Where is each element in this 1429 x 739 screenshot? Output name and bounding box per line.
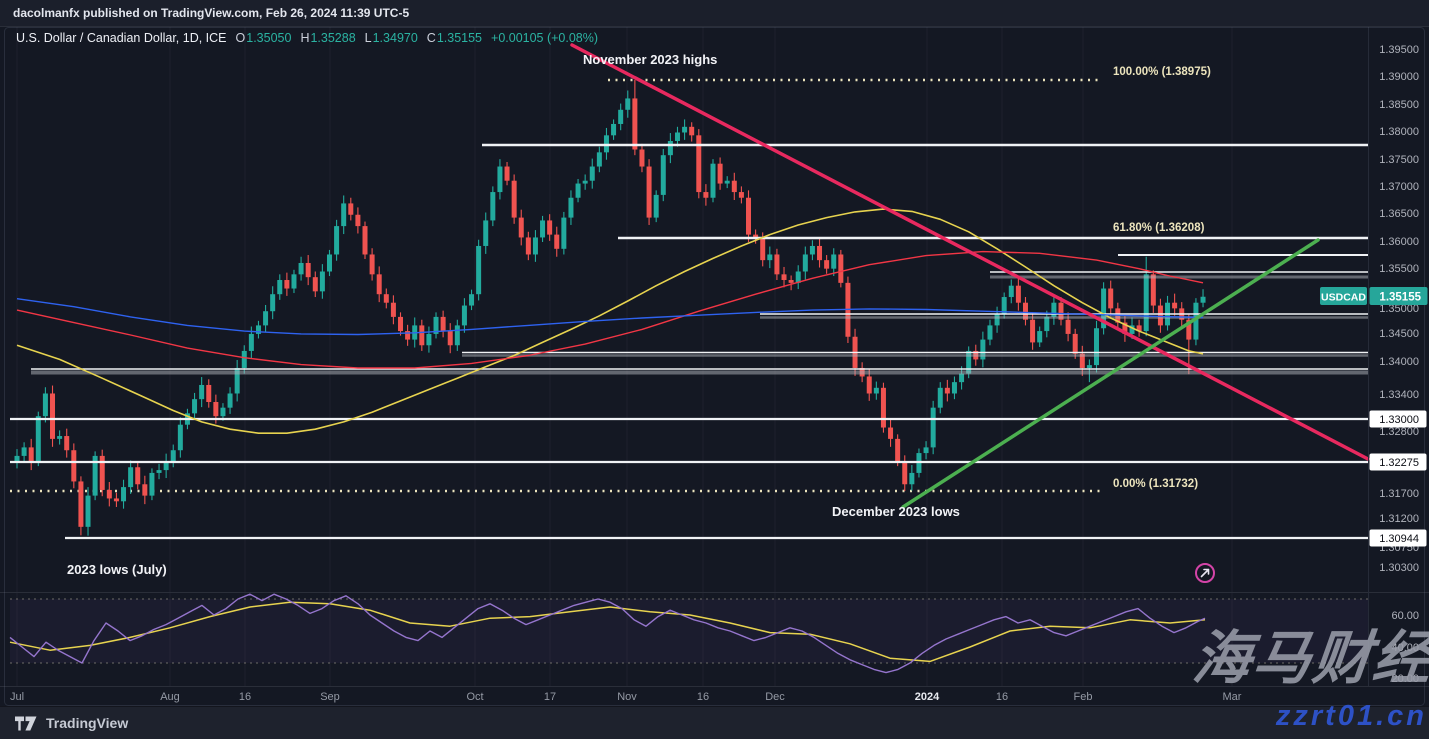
svg-text:1.35000: 1.35000 bbox=[1379, 303, 1419, 315]
svg-text:Sep: Sep bbox=[320, 691, 340, 703]
moving-averages bbox=[16, 208, 1204, 435]
svg-text:1.38500: 1.38500 bbox=[1379, 99, 1419, 111]
svg-text:1.36500: 1.36500 bbox=[1379, 208, 1419, 220]
axis-price-box bbox=[1369, 410, 1427, 428]
time-axis[interactable]: Jul Aug 16 Sep Oct 17 Nov 16 Dec 2024 16 Feb Mar bbox=[10, 691, 1242, 703]
svg-text:Dec: Dec bbox=[765, 691, 785, 703]
close-value: C 1.35155 bbox=[426, 31, 483, 45]
rsi-indicator[interactable] bbox=[9, 593, 1206, 674]
svg-text:Nov: Nov bbox=[617, 691, 637, 703]
november-2023-highs-label: November 2023 highs bbox=[583, 52, 717, 67]
svg-text:1.32800: 1.32800 bbox=[1379, 426, 1419, 438]
downtrend-line bbox=[570, 43, 1370, 461]
december-2023-lows-label: December 2023 lows bbox=[832, 504, 960, 519]
svg-text:1.35155: 1.35155 bbox=[1379, 292, 1421, 304]
svg-text:Feb: Feb bbox=[1074, 691, 1093, 703]
svg-text:61.80% (1.36208): 61.80% (1.36208) bbox=[1113, 222, 1205, 234]
rsi-line bbox=[9, 593, 1206, 674]
svg-text:40.00: 40.00 bbox=[1391, 642, 1419, 654]
svg-text:1.35500: 1.35500 bbox=[1379, 263, 1419, 275]
support-resistance-lines[interactable] bbox=[10, 143, 1368, 540]
svg-text:16: 16 bbox=[239, 691, 251, 703]
svg-text:1.36000: 1.36000 bbox=[1379, 236, 1419, 248]
axis-price-box bbox=[1369, 529, 1427, 547]
july-2023-lows-label: 2023 lows (July) bbox=[67, 562, 167, 577]
uptrend-line bbox=[901, 238, 1320, 509]
publish-bar: dacolmanfx published on TradingView.com,… bbox=[0, 0, 1429, 27]
footer-brand[interactable]: TradingView bbox=[46, 715, 129, 731]
svg-text:1.33400: 1.33400 bbox=[1379, 389, 1419, 401]
rsi-ma-line bbox=[9, 601, 1206, 663]
svg-text:1.37500: 1.37500 bbox=[1379, 154, 1419, 166]
open-value: O 1.35050 bbox=[235, 31, 292, 45]
svg-text:100.00% (1.38975): 100.00% (1.38975) bbox=[1113, 66, 1211, 78]
svg-text:1.37000: 1.37000 bbox=[1379, 181, 1419, 193]
change-value: +0.00105 (+0.08%) bbox=[491, 31, 599, 45]
axis-price-box bbox=[1369, 453, 1427, 471]
svg-text:1.33000: 1.33000 bbox=[1379, 414, 1419, 426]
svg-text:Aug: Aug bbox=[160, 691, 180, 703]
footer-bar: TradingView bbox=[0, 706, 1429, 739]
svg-text:1.39000: 1.39000 bbox=[1379, 71, 1419, 83]
svg-text:16: 16 bbox=[996, 691, 1008, 703]
svg-text:1.38000: 1.38000 bbox=[1379, 126, 1419, 138]
publish-line: dacolmanfx published on TradingView.com,… bbox=[13, 6, 410, 20]
svg-text:20.00: 20.00 bbox=[1391, 673, 1419, 685]
svg-text:1.31200: 1.31200 bbox=[1379, 513, 1419, 525]
svg-text:60.00: 60.00 bbox=[1391, 610, 1419, 622]
svg-text:USDCAD: USDCAD bbox=[1321, 292, 1366, 304]
trendlines[interactable] bbox=[570, 43, 1370, 509]
svg-text:1.30944: 1.30944 bbox=[1379, 533, 1419, 545]
sma-50-yellow bbox=[16, 208, 1204, 435]
high-value: H 1.35288 bbox=[300, 31, 356, 45]
svg-text:1.39500: 1.39500 bbox=[1379, 44, 1419, 56]
chart-annotations: 100.00% (1.38975) 61.80% (1.36208) 0.00% (… bbox=[67, 52, 1211, 577]
svg-text:1.31700: 1.31700 bbox=[1379, 488, 1419, 500]
sma-100-red bbox=[16, 250, 1204, 369]
svg-text:Mar: Mar bbox=[1223, 691, 1242, 703]
price-axis[interactable]: 1.400001.395001.390001.385001.380001.375… bbox=[1320, 17, 1428, 685]
svg-text:16: 16 bbox=[697, 691, 709, 703]
candlestick-series[interactable] bbox=[14, 80, 1206, 536]
last-price-box bbox=[1369, 287, 1428, 305]
tradingview-logo[interactable] bbox=[14, 715, 38, 732]
svg-text:Oct: Oct bbox=[466, 691, 483, 703]
symbol-title[interactable]: U.S. Dollar / Canadian Dollar, 1D, ICE bbox=[16, 31, 227, 45]
rsi-band bbox=[10, 598, 1368, 664]
svg-text:0.00% (1.31732): 0.00% (1.31732) bbox=[1113, 478, 1198, 490]
svg-text:1.32275: 1.32275 bbox=[1379, 457, 1419, 469]
fibonacci-lines[interactable] bbox=[10, 78, 1103, 493]
symbol-legend[interactable]: U.S. Dollar / Canadian Dollar, 1D, ICE O… bbox=[16, 31, 598, 45]
panel-separators bbox=[0, 27, 1429, 706]
symbol-tag bbox=[1320, 287, 1367, 305]
svg-text:Jul: Jul bbox=[10, 691, 24, 703]
low-value: L 1.34970 bbox=[364, 31, 418, 45]
sma-200-blue bbox=[16, 298, 1204, 336]
svg-text:2024: 2024 bbox=[915, 691, 940, 703]
svg-text:1.34500: 1.34500 bbox=[1379, 328, 1419, 340]
svg-text:17: 17 bbox=[544, 691, 556, 703]
target-icon[interactable] bbox=[1195, 563, 1215, 583]
svg-text:1.30300: 1.30300 bbox=[1379, 562, 1419, 574]
svg-text:1.34000: 1.34000 bbox=[1379, 356, 1419, 368]
